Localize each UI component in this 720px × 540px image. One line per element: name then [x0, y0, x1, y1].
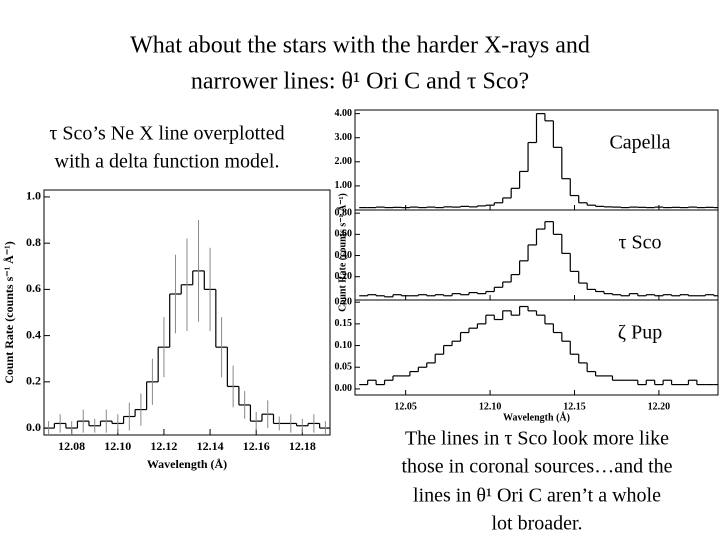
y-tick-label: 0.0 — [26, 420, 41, 434]
note: lot broader. — [491, 513, 582, 535]
y-tick-label: 0.20 — [335, 271, 353, 282]
y-tick-label: 0.00 — [335, 383, 353, 394]
panel-label: ζ Pup — [618, 322, 662, 344]
series — [44, 220, 330, 435]
series — [359, 221, 718, 298]
note: lines in θ¹ Ori C aren’t a whole — [413, 485, 661, 507]
panel-label: τ Sco — [618, 232, 661, 254]
series — [359, 113, 718, 209]
panel-frame — [354, 299, 719, 396]
y-tick-label: 0.40 — [335, 250, 353, 261]
panel-frame — [354, 209, 719, 301]
x-tick-label: 12.20 — [648, 401, 671, 412]
x-tick-label: 12.10 — [104, 439, 131, 453]
x-tick-label: 12.08 — [58, 439, 85, 453]
x-tick-label: 12.05 — [394, 401, 417, 412]
y-tick-label: 3.00 — [335, 132, 353, 143]
y-tick-label: 0.05 — [335, 362, 353, 373]
y-axis-label: Count Rate (counts s⁻¹ Å⁻¹) — [2, 241, 16, 384]
y-tick-label: 0.15 — [335, 318, 353, 329]
y-tick-label: 0.80 — [335, 207, 353, 218]
x-tick-label: 12.14 — [197, 439, 224, 453]
series — [359, 305, 718, 386]
slide-title: narrower lines: θ¹ Ori C and τ Sco? — [191, 69, 529, 95]
plot-frame — [43, 189, 331, 436]
x-tick-label: 12.16 — [243, 439, 270, 453]
y-tick-label: 1.0 — [26, 189, 41, 203]
note: τ Sco’s Ne X line overplotted — [49, 123, 284, 145]
y-tick-label: 0.60 — [335, 229, 353, 240]
y-tick-label: 2.00 — [335, 156, 353, 167]
y-tick-label: 0.20 — [335, 296, 353, 307]
panel-label: Capella — [609, 132, 670, 154]
note: The lines in τ Sco look more like — [405, 428, 669, 450]
note: with a delta function model. — [55, 151, 280, 173]
y-tick-label: 0.10 — [335, 340, 353, 351]
x-tick-label: 12.10 — [479, 401, 502, 412]
y-tick-label: 0.8 — [26, 235, 41, 249]
x-tick-label: 12.18 — [289, 439, 316, 453]
x-tick-label: 12.15 — [563, 401, 586, 412]
x-axis-label: Wavelength (Å) — [503, 411, 570, 423]
y-tick-label: 0.2 — [26, 374, 41, 388]
y-tick-label: 4.00 — [335, 108, 353, 119]
slide-title: What about the stars with the harder X-r… — [130, 33, 590, 59]
x-tick-label: 12.12 — [150, 439, 177, 453]
x-axis-label: Wavelength (Å) — [147, 457, 227, 471]
y-tick-label: 0.6 — [26, 281, 41, 295]
y-tick-label: 1.00 — [335, 180, 353, 191]
note: those in coronal sources…and the — [401, 456, 672, 478]
y-tick-label: 0.4 — [26, 327, 41, 341]
y-axis-label: Count Rate (counts s⁻¹ Å⁻¹) — [336, 193, 348, 312]
